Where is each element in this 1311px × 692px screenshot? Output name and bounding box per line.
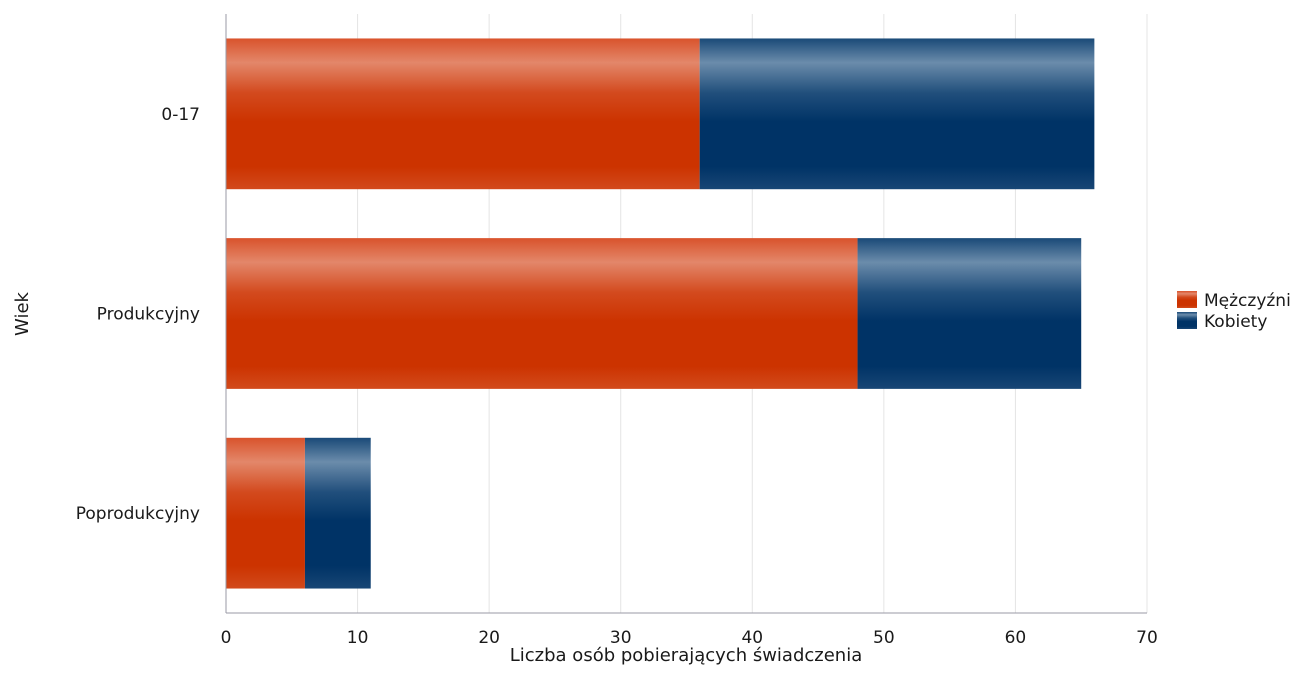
x-axis-title: Liczba osób pobierających świadczenia (510, 645, 863, 666)
legend-swatch-0 (1177, 291, 1197, 308)
legend-swatch-1 (1177, 312, 1197, 329)
y-category-label: Produkcyjny (97, 305, 200, 325)
x-tick-label: 60 (1005, 628, 1027, 648)
x-tick-labels: 0 10 20 30 40 50 60 70 (221, 628, 1158, 648)
bar-Produkcyjny-Mężczyźni (226, 238, 858, 389)
x-tick-label: 20 (478, 628, 500, 648)
y-axis-title: Wiek (12, 291, 33, 335)
x-tick-label: 50 (873, 628, 895, 648)
bar-0-17-Mężczyźni (226, 38, 700, 190)
legend-label-1: Kobiety (1204, 312, 1267, 332)
bar-Poprodukcyjny-Kobiety (304, 437, 371, 589)
x-tick-label: 30 (610, 628, 632, 648)
bars (226, 38, 1095, 589)
y-category-label: 0-17 (161, 105, 200, 125)
y-category-label: Poprodukcyjny (76, 504, 200, 524)
x-tick-label: 40 (741, 628, 763, 648)
bar-Poprodukcyjny-Mężczyźni (226, 437, 305, 589)
bar-Produkcyjny-Kobiety (857, 238, 1082, 389)
axes (225, 14, 1147, 614)
x-tick-label: 70 (1136, 628, 1158, 648)
x-tick-label: 0 (221, 628, 232, 648)
bar-0-17-Kobiety (699, 38, 1095, 190)
x-tick-label: 10 (347, 628, 369, 648)
y-category-labels: 0-17 Produkcyjny Poprodukcyjny (76, 105, 200, 524)
legend-label-0: Mężczyźni (1204, 291, 1291, 311)
